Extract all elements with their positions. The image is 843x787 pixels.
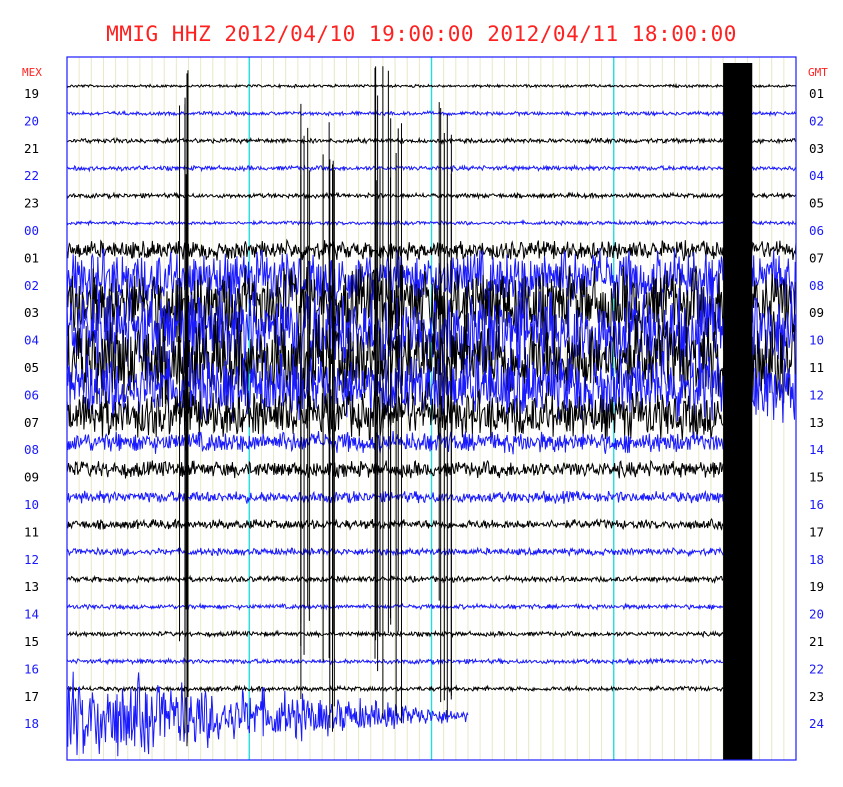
right-hour-label: 03 [809, 141, 824, 156]
left-hour-label: 13 [24, 579, 39, 594]
right-hour-label: 09 [809, 305, 824, 320]
right-hour-label: 18 [809, 552, 824, 567]
left-hour-label: 23 [24, 196, 39, 211]
trace-line [66, 684, 724, 694]
left-hour-label: 09 [24, 470, 39, 485]
right-axis-header: GMT [808, 66, 828, 79]
trace-line [66, 430, 724, 455]
right-hour-label: 02 [809, 113, 824, 128]
left-hour-label: 21 [24, 141, 39, 156]
trace-line [66, 657, 724, 666]
right-hour-label: 21 [809, 634, 824, 649]
left-hour-label: 11 [24, 524, 39, 539]
left-hour-label: 22 [24, 168, 39, 183]
right-hour-label: 12 [809, 387, 824, 402]
trace-line [66, 191, 797, 200]
trace-line [66, 546, 724, 558]
right-hour-label: 24 [809, 716, 824, 731]
right-hour-label: 13 [809, 415, 824, 430]
right-hour-label: 16 [809, 497, 824, 512]
trace-line [66, 136, 797, 145]
left-hour-label: 08 [24, 442, 39, 457]
left-hour-label: 00 [24, 223, 39, 238]
right-hour-label: 06 [809, 223, 824, 238]
right-hour-label: 15 [809, 470, 824, 485]
saturated-block [723, 63, 753, 760]
right-hour-label: 08 [809, 278, 824, 293]
trace-line [66, 350, 797, 425]
right-hour-label: 22 [809, 661, 824, 676]
trace-line [66, 459, 724, 479]
left-hour-label: 17 [24, 689, 39, 704]
left-hour-label: 16 [24, 661, 39, 676]
left-hour-label: 01 [24, 250, 39, 265]
trace-line [66, 388, 724, 441]
trace-line [66, 311, 797, 408]
right-hour-label: 20 [809, 607, 824, 622]
left-hour-label: 12 [24, 552, 39, 567]
trace-line [66, 247, 797, 311]
left-hour-label: 04 [24, 333, 39, 348]
right-hour-label: 10 [809, 333, 824, 348]
trace-line [66, 218, 797, 227]
trace-line [66, 489, 724, 505]
trace-line [66, 671, 469, 757]
right-hour-label: 23 [809, 689, 824, 704]
label-layer: MEX GMT 19 01 20 02 21 03 22 04 23 05 00 06 01 07 02 08 03… [22, 66, 828, 731]
left-hour-label: 14 [24, 607, 39, 622]
right-hour-label: 19 [809, 579, 824, 594]
trace-layer [66, 63, 797, 760]
trace-line [66, 602, 724, 611]
right-hour-label: 07 [809, 250, 824, 265]
left-hour-label: 02 [24, 278, 39, 293]
chart-title: MMIG HHZ 2012/04/10 19:00:00 2012/04/11 … [106, 22, 737, 46]
right-hour-label: 04 [809, 168, 824, 183]
trace-line [66, 629, 724, 639]
trace-line [66, 163, 797, 173]
plot-frame [66, 56, 797, 761]
left-hour-label: 15 [24, 634, 39, 649]
right-hour-label: 05 [809, 196, 824, 211]
trace-line [66, 109, 797, 118]
left-hour-label: 18 [24, 716, 39, 731]
left-hour-label: 07 [24, 415, 39, 430]
right-hour-label: 01 [809, 86, 824, 101]
right-hour-label: 11 [809, 360, 824, 375]
left-hour-label: 10 [24, 497, 39, 512]
trace-line [66, 517, 724, 531]
left-hour-label: 05 [24, 360, 39, 375]
left-hour-label: 03 [24, 305, 39, 320]
trace-line [66, 574, 724, 584]
trace-line [66, 263, 797, 347]
left-hour-label: 06 [24, 387, 39, 402]
right-hour-label: 17 [809, 524, 824, 539]
trace-line [66, 82, 797, 90]
right-hour-label: 14 [809, 442, 824, 457]
left-hour-label: 20 [24, 113, 39, 128]
left-hour-label: 19 [24, 86, 39, 101]
left-axis-header: MEX [22, 66, 42, 79]
